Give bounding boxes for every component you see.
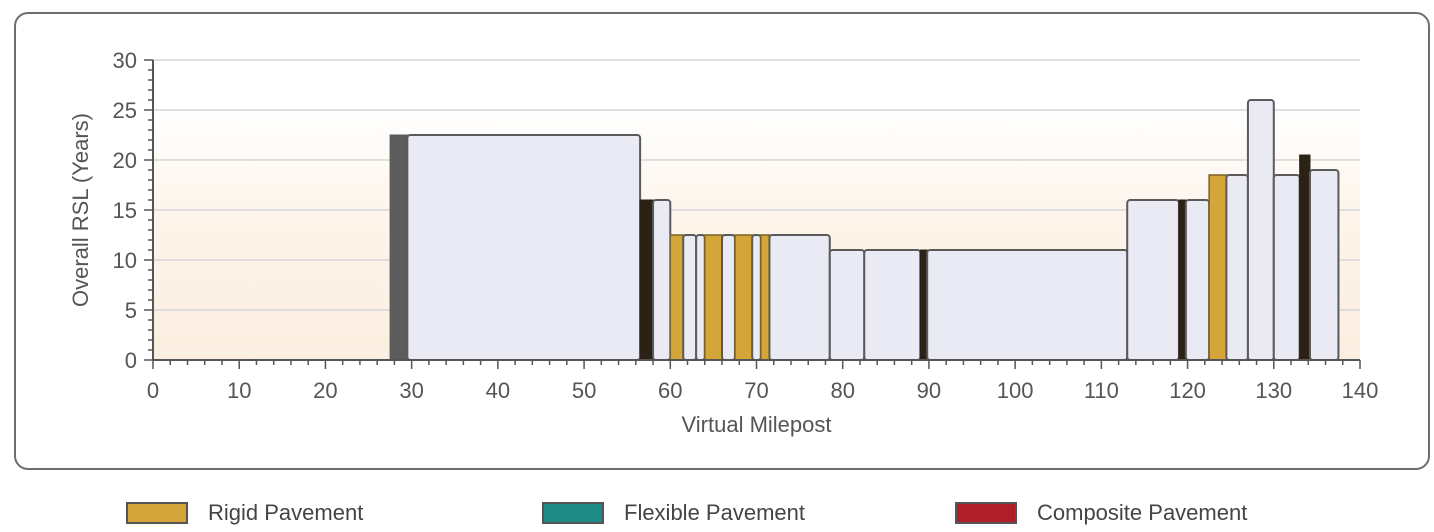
bars-group xyxy=(389,99,1340,361)
y-tick-label: 25 xyxy=(113,98,137,123)
bar-segment xyxy=(721,234,736,361)
legend-swatch-composite xyxy=(955,502,1017,524)
y-axis-title: Overall RSL (Years) xyxy=(68,113,93,307)
x-tick-label: 110 xyxy=(1084,378,1119,403)
bar-divider-dark xyxy=(1299,154,1311,361)
legend-item-rigid: Rigid Pavement xyxy=(126,500,363,526)
bar-divider xyxy=(389,134,408,361)
bar-segment xyxy=(1225,174,1249,361)
legend-swatch-rigid xyxy=(126,502,188,524)
x-tick-label: 20 xyxy=(313,378,337,403)
x-tick-label: 10 xyxy=(227,378,251,403)
y-tick-label: 30 xyxy=(113,48,137,73)
y-tick-label: 0 xyxy=(125,348,137,373)
x-tick-label: 30 xyxy=(399,378,423,403)
x-tick-label: 100 xyxy=(997,378,1034,403)
bar-segment xyxy=(682,234,698,361)
x-tick-label: 120 xyxy=(1169,378,1206,403)
axes xyxy=(144,59,1361,369)
bar-segment xyxy=(828,249,866,361)
bar-rigid xyxy=(669,234,684,361)
bar-segment xyxy=(768,234,831,361)
bar-segment xyxy=(751,234,762,361)
bar-rigid xyxy=(760,234,771,361)
bar-segment xyxy=(652,199,672,361)
x-tick-label: 60 xyxy=(658,378,682,403)
legend-label-composite: Composite Pavement xyxy=(1037,500,1248,525)
legend-label-flexible: Flexible Pavement xyxy=(624,500,805,525)
bar-divider-dark xyxy=(919,249,928,361)
bar-rigid xyxy=(1208,174,1228,361)
bar-divider-dark xyxy=(1178,199,1187,361)
bar-segment xyxy=(863,249,922,361)
x-tick-label: 0 xyxy=(147,378,159,403)
x-tick-label: 70 xyxy=(744,378,768,403)
rsl-chart: 0 10 20 30 40 50 60 70 80 90 100 110 120 130 140 0 5 10 1… xyxy=(68,48,1378,437)
bar-segment xyxy=(1184,199,1211,361)
bar-rigid xyxy=(704,234,723,361)
y-tick-label: 15 xyxy=(113,198,137,223)
x-tick-label: 140 xyxy=(1342,378,1379,403)
bar-segment xyxy=(1126,199,1180,361)
y-tick-label: 5 xyxy=(125,298,137,323)
bar-segment xyxy=(1308,169,1340,361)
x-axis-title: Virtual Milepost xyxy=(682,412,832,437)
x-tick-label: 40 xyxy=(486,378,510,403)
x-tick-labels: 0 10 20 30 40 50 60 70 80 90 100 110 120 130 140 xyxy=(147,378,1378,403)
x-tick-label: 80 xyxy=(830,378,854,403)
bar-segment xyxy=(926,249,1129,361)
bar-segment xyxy=(695,234,706,361)
legend-swatch-flexible xyxy=(542,502,604,524)
y-tick-label: 10 xyxy=(113,248,137,273)
bar-segment xyxy=(1272,174,1301,361)
x-tick-label: 50 xyxy=(572,378,596,403)
y-tick-label: 20 xyxy=(113,148,137,173)
y-tick-labels: 0 5 10 15 20 25 30 xyxy=(113,48,137,373)
bar-rigid xyxy=(734,234,753,361)
legend-item-flexible: Flexible Pavement xyxy=(542,500,805,526)
legend: Rigid Pavement Flexible Pavement Composi… xyxy=(0,500,1434,532)
legend-label-rigid: Rigid Pavement xyxy=(208,500,364,525)
x-tick-label: 130 xyxy=(1255,378,1292,403)
bar-segment xyxy=(406,134,642,361)
x-tick-label: 90 xyxy=(917,378,941,403)
bar-segment xyxy=(1246,99,1275,361)
bar-divider-dark xyxy=(639,199,654,361)
legend-item-composite: Composite Pavement xyxy=(955,500,1247,526)
